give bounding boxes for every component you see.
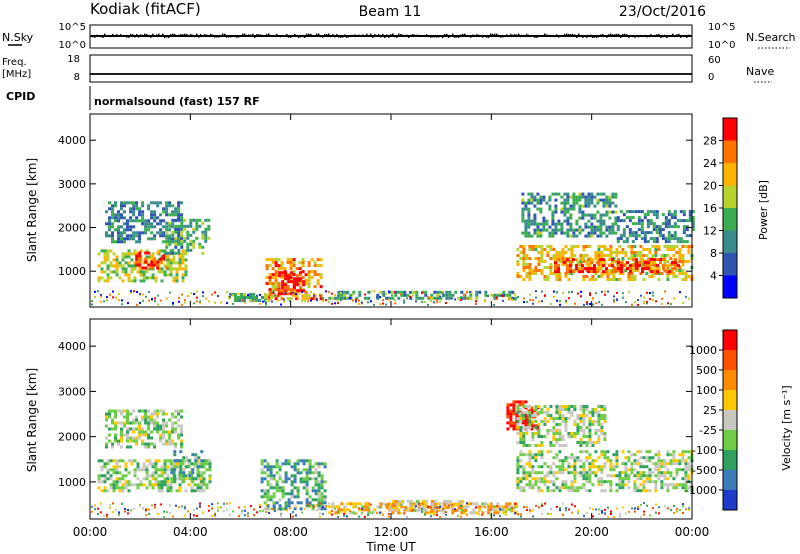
freq-unit-label: [MHz] — [2, 69, 31, 80]
colorbar-swatch — [723, 185, 737, 208]
velocity-data — [91, 400, 694, 518]
y-tick-label: 1000 — [58, 265, 86, 278]
colorbar-swatch — [723, 430, 737, 450]
x-axis: 00:00 04:00 08:00 12:00 16:00 20:00 00:00 — [73, 114, 710, 539]
beam-title: Beam 11 — [359, 4, 422, 20]
velocity-colorbar-label: Velocity [m s⁻¹] — [780, 385, 793, 470]
colorbar-swatch — [723, 140, 737, 163]
colorbar-swatch — [723, 410, 737, 430]
y-tick-label: 2000 — [58, 431, 86, 444]
heatmap-region — [278, 271, 306, 296]
heatmap-region — [521, 192, 618, 238]
freq-tick-top: 18 — [67, 54, 80, 65]
colorbar-tick-label: 25 — [703, 404, 717, 417]
x-tick-label: 12:00 — [374, 525, 409, 539]
heatmap-region — [135, 251, 169, 270]
nave-tick-top: 60 — [708, 55, 721, 66]
colorbar-swatch — [723, 350, 737, 370]
heatmap-region — [260, 459, 327, 511]
colorbar-swatch — [723, 470, 737, 490]
nsearch-tick-top: 10^5 — [708, 22, 735, 33]
colorbar-swatch — [723, 163, 737, 186]
colorbar-tick-label: 28 — [703, 135, 717, 148]
colorbar-tick-label: 1000 — [689, 344, 717, 357]
x-tick-label: 04:00 — [173, 525, 208, 539]
power-colorbar: 28 24 20 16 12 8 4 — [703, 117, 738, 299]
heatmap-region — [386, 500, 467, 512]
y-tick-label: 1000 — [58, 476, 86, 489]
colorbar-swatch — [723, 370, 737, 390]
colorbar-tick-label: 4 — [710, 270, 717, 283]
power-colorbar-label: Power [dB] — [757, 180, 770, 240]
nsearch-label: N.Search — [746, 31, 796, 44]
nsearch-tick-bottom: 10^0 — [708, 40, 735, 51]
power-data — [91, 192, 695, 306]
power-panel: 4000 3000 2000 1000 Slant Range [km] 28 24 20… — [25, 113, 770, 308]
y-tick-label: 3000 — [58, 178, 86, 191]
nsky-label: N.Sky — [2, 31, 34, 44]
heatmap-region — [554, 258, 680, 274]
status-trace-jitter — [92, 33, 690, 38]
velocity-panel: 4000 3000 2000 1000 Slant Range [km] 1000 50… — [25, 318, 793, 520]
cpid-label: CPID — [6, 90, 35, 103]
station-title: Kodiak (fitACF) — [90, 0, 201, 18]
colorbar-swatch — [723, 230, 737, 253]
heatmap-region — [165, 218, 211, 255]
colorbar-tick-label: -1000 — [685, 484, 717, 497]
freq-label: Freq. — [2, 57, 27, 68]
colorbar-swatch — [723, 490, 737, 510]
heatmap-region — [105, 201, 184, 244]
nave-label: Nave — [746, 65, 774, 78]
ground-scatter — [91, 290, 690, 306]
cpid-panel: CPID normalsound (fast) 157 RF — [6, 86, 260, 110]
colorbar-tick-label: 16 — [703, 202, 717, 215]
colorbar-tick-label: 8 — [710, 247, 717, 260]
power-ylabel: Slant Range [km] — [25, 158, 39, 262]
heatmap-region — [616, 210, 695, 244]
x-tick-label: 16:00 — [474, 525, 509, 539]
x-tick-label: 08:00 — [273, 525, 308, 539]
velocity-colorbar: 1000 500 100 25 -25 -100 -500 -1000 — [685, 329, 738, 511]
cpid-value: normalsound (fast) 157 RF — [94, 95, 260, 108]
x-axis-label: Time UT — [365, 540, 416, 554]
colorbar-swatch — [723, 208, 737, 231]
x-tick-label: 20:00 — [574, 525, 609, 539]
x-tick-label: 00:00 — [73, 525, 108, 539]
y-tick-label: 4000 — [58, 340, 86, 353]
colorbar-swatch — [723, 330, 737, 350]
velocity-ylabel: Slant Range [km] — [25, 368, 39, 472]
colorbar-tick-label: -100 — [692, 444, 717, 457]
colorbar-tick-label: 12 — [703, 225, 717, 238]
nsky-panel: N.Sky 10^5 10^0 10^5 10^0 N.Search — [2, 22, 796, 51]
y-tick-label: 2000 — [58, 222, 86, 235]
nsky-tick-top: 10^5 — [59, 22, 86, 33]
colorbar-swatch — [723, 253, 737, 276]
freq-tick-bottom: 8 — [74, 72, 80, 83]
heatmap-region — [97, 459, 212, 493]
heatmap-region — [105, 409, 184, 449]
nave-tick-bottom: 0 — [708, 72, 714, 83]
colorbar-tick-label: -500 — [692, 464, 717, 477]
colorbar-swatch — [723, 275, 737, 298]
y-tick-label: 3000 — [58, 385, 86, 398]
x-tick-label: 00:00 — [675, 525, 710, 539]
nsky-tick-bottom: 10^0 — [59, 40, 86, 51]
heatmap-region — [170, 450, 204, 484]
colorbar-swatch — [723, 390, 737, 410]
ground-scatter — [91, 502, 690, 518]
colorbar-tick-label: 500 — [696, 364, 717, 377]
freq-panel: Freq. [MHz] 18 8 60 0 Nave — [2, 54, 774, 83]
colorbar-tick-label: 24 — [703, 157, 717, 170]
heatmap-region — [516, 405, 607, 447]
y-tick-label: 4000 — [58, 134, 86, 147]
colorbar-swatch — [723, 118, 737, 141]
colorbar-tick-label: 20 — [703, 180, 717, 193]
colorbar-tick-label: -25 — [699, 424, 717, 437]
heatmap-region — [516, 450, 694, 493]
colorbar-swatch — [723, 450, 737, 470]
colorbar-tick-label: 100 — [696, 384, 717, 397]
date-title: 23/Oct/2016 — [619, 4, 706, 20]
